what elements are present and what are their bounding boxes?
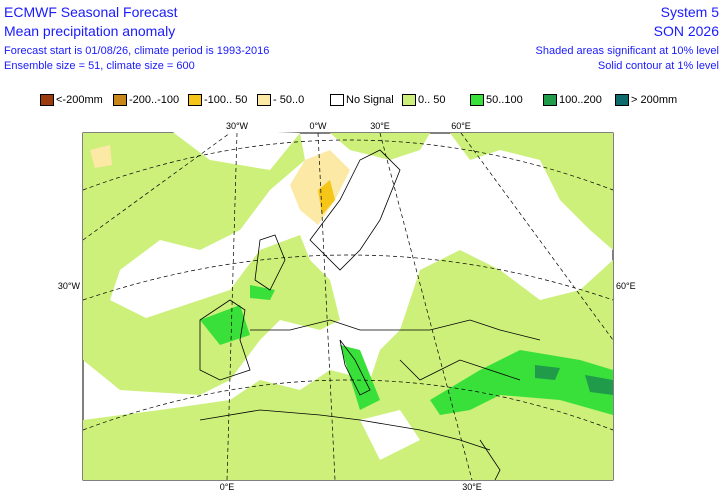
- legend-item: > 200mm: [615, 93, 677, 107]
- header-info: Forecast start is 01/08/26, climate peri…: [4, 45, 270, 57]
- legend-swatch: [402, 94, 416, 106]
- graticule-label: 30°E: [462, 482, 482, 492]
- legend-item: -100.. 50: [188, 93, 247, 107]
- legend-swatch: [188, 94, 202, 106]
- legend-swatch: [257, 94, 271, 106]
- legend-label: No Signal: [346, 94, 394, 106]
- anomaly-neg2: [318, 180, 335, 215]
- legend-label: <-200mm: [56, 94, 103, 106]
- graticule-label: 60°E: [451, 121, 471, 131]
- legend-item: -200..-100: [113, 93, 179, 107]
- graticule-label: 0°E: [220, 482, 235, 492]
- coastlines: [199, 149, 541, 481]
- header-note: Solid contour at 1% level: [597, 60, 719, 72]
- legend-item: 100..200: [543, 93, 602, 107]
- legend-swatch: [543, 94, 557, 106]
- graticule: [82, 132, 614, 481]
- anomaly-100-200: [535, 365, 613, 395]
- header-system: System 5: [660, 4, 719, 20]
- legend-swatch: [330, 94, 344, 106]
- legend-label: -200..-100: [129, 94, 180, 106]
- legend-item: 0.. 50: [402, 93, 446, 107]
- legend-item: <-200mm: [40, 93, 103, 107]
- graticule-label: 30°W: [58, 281, 81, 291]
- header-subtitle: Mean precipitation anomaly: [4, 23, 176, 39]
- legend-item: 50..100: [470, 93, 523, 107]
- header-title: ECMWF Seasonal Forecast: [4, 4, 178, 20]
- legend-item: - 50..0: [257, 93, 304, 107]
- header-info: Ensemble size = 51, climate size = 600: [4, 60, 195, 72]
- graticule-label: 30°W: [226, 121, 249, 131]
- legend-swatch: [40, 94, 54, 106]
- legend-label: - 50..0: [273, 94, 305, 106]
- graticule-label: 60°E: [616, 281, 636, 291]
- no-signal: [170, 130, 560, 460]
- legend-label: 0.. 50: [418, 94, 446, 106]
- legend-swatch: [470, 94, 484, 106]
- legend-swatch: [113, 94, 127, 106]
- legend-item: No Signal: [330, 93, 394, 107]
- legend-label: > 200mm: [631, 94, 678, 106]
- anomaly-0-50: [83, 133, 613, 480]
- legend-label: 100..200: [559, 94, 602, 106]
- legend-label: 50..100: [486, 94, 523, 106]
- legend-swatch: [615, 94, 629, 106]
- anomaly-neg: [90, 145, 350, 225]
- header-season: SON 2026: [653, 23, 719, 39]
- graticule-label: 0°W: [309, 121, 327, 131]
- anomaly-50-100: [200, 285, 613, 415]
- graticule-label: 30°E: [370, 121, 390, 131]
- header-note: Shaded areas significant at 10% level: [535, 45, 719, 57]
- legend-label: -100.. 50: [204, 94, 248, 106]
